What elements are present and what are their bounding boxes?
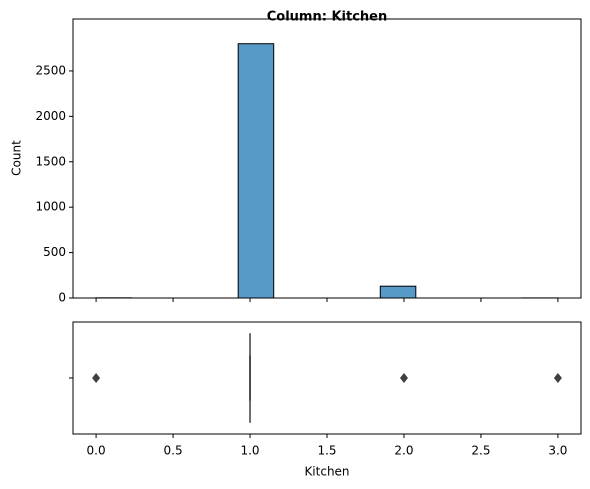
axes-frame <box>72 18 582 299</box>
x-tick-label: 2.5 <box>471 444 490 458</box>
x-tick-label: 0.0 <box>87 444 106 458</box>
bar <box>237 43 275 299</box>
y-tick-label: 0 <box>58 291 66 305</box>
y-tick-label: 1500 <box>35 154 66 168</box>
x-axis-label: Kitchen <box>304 465 349 479</box>
y-tick-label: 2500 <box>35 63 66 77</box>
outlier <box>399 373 408 383</box>
bar <box>379 285 417 299</box>
axes-frame <box>72 321 582 435</box>
y-tick-label: 500 <box>43 245 66 259</box>
y-tick-label: 1000 <box>35 200 66 214</box>
outlier <box>553 373 562 383</box>
y-axis-label: Count <box>10 140 24 176</box>
chart-title: Column: Kitchen <box>267 10 388 25</box>
outlier <box>92 373 101 383</box>
x-tick-label: 2.0 <box>394 444 413 458</box>
y-tick-label: 2000 <box>35 109 66 123</box>
x-tick-label: 3.0 <box>548 444 567 458</box>
x-tick-label: 1.0 <box>240 444 259 458</box>
x-tick-label: 1.5 <box>317 444 336 458</box>
x-tick-label: 0.5 <box>164 444 183 458</box>
